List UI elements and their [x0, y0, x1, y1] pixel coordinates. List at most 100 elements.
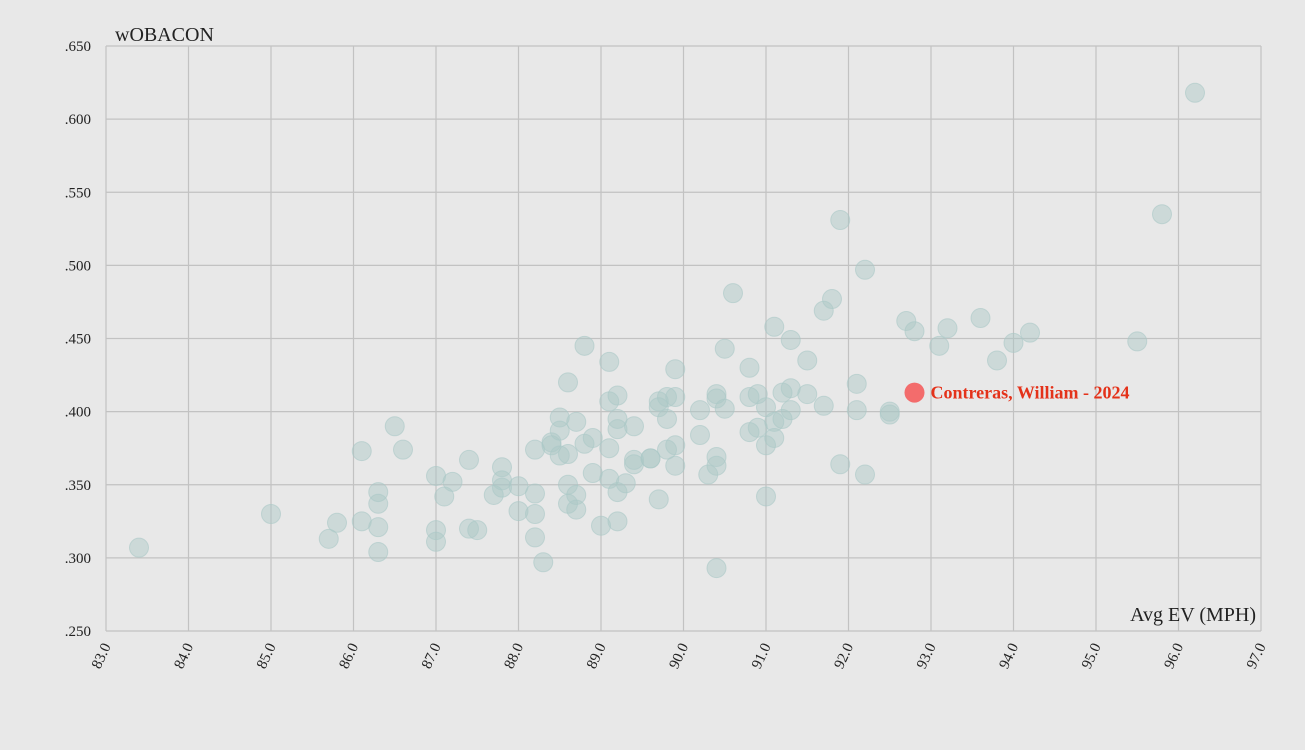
data-point[interactable] — [987, 350, 1007, 371]
data-point[interactable] — [525, 439, 545, 460]
data-point[interactable] — [846, 400, 867, 421]
data-point[interactable] — [261, 504, 281, 524]
data-point[interactable] — [665, 359, 686, 380]
data-point[interactable] — [855, 259, 875, 280]
data-point[interactable] — [607, 408, 628, 429]
data-point[interactable] — [591, 515, 611, 536]
data-point[interactable] — [566, 484, 587, 505]
data-point[interactable] — [690, 400, 710, 421]
data-point[interactable] — [698, 464, 719, 485]
data-point[interactable] — [525, 483, 545, 504]
data-point[interactable] — [384, 416, 405, 437]
data-point[interactable] — [665, 455, 686, 476]
data-point[interactable] — [1185, 82, 1205, 103]
data-point[interactable] — [327, 512, 347, 533]
data-point[interactable] — [739, 357, 760, 378]
data-point[interactable] — [558, 493, 578, 514]
data-point[interactable] — [797, 384, 818, 405]
data-point[interactable] — [351, 441, 372, 462]
data-point[interactable] — [368, 542, 389, 563]
data-point[interactable] — [813, 300, 834, 321]
data-point[interactable] — [459, 449, 479, 470]
data-point[interactable] — [442, 471, 463, 492]
data-point[interactable] — [558, 444, 578, 465]
data-point[interactable] — [1127, 331, 1148, 352]
data-point[interactable] — [558, 372, 578, 393]
data-point[interactable] — [648, 397, 669, 418]
data-point[interactable] — [830, 454, 851, 475]
data-point[interactable] — [368, 493, 389, 514]
data-point[interactable] — [368, 517, 389, 538]
data-point[interactable] — [492, 477, 512, 498]
data-point[interactable] — [599, 351, 620, 372]
data-point[interactable] — [1003, 332, 1024, 353]
data-point[interactable] — [1152, 204, 1172, 225]
data-point[interactable] — [904, 321, 925, 342]
data-point[interactable] — [756, 486, 776, 507]
data-point[interactable] — [714, 338, 735, 359]
data-point[interactable] — [459, 518, 479, 539]
data-point[interactable] — [607, 385, 628, 406]
data-point[interactable] — [855, 464, 875, 485]
data-point[interactable] — [723, 283, 743, 304]
data-point[interactable] — [648, 489, 669, 510]
data-point[interactable] — [566, 411, 587, 432]
data-point[interactable] — [879, 404, 900, 425]
data-point[interactable] — [393, 439, 413, 460]
data-point[interactable] — [566, 499, 587, 520]
data-point[interactable] — [764, 427, 785, 448]
data-point[interactable] — [937, 318, 958, 339]
data-point[interactable] — [582, 427, 603, 448]
data-point[interactable] — [822, 289, 842, 310]
data-point[interactable] — [318, 528, 339, 549]
data-point[interactable] — [797, 350, 818, 371]
data-point[interactable] — [830, 210, 851, 231]
data-point[interactable] — [129, 537, 149, 558]
data-point[interactable] — [780, 329, 801, 350]
data-point[interactable] — [780, 400, 801, 421]
data-point[interactable] — [599, 438, 620, 459]
data-point[interactable] — [599, 391, 620, 412]
data-point[interactable] — [640, 448, 661, 469]
data-point[interactable] — [657, 387, 677, 407]
data-point[interactable] — [657, 408, 677, 429]
data-point[interactable] — [665, 387, 686, 407]
data-point[interactable] — [846, 373, 867, 394]
data-point[interactable] — [549, 420, 570, 441]
data-point[interactable] — [508, 501, 529, 522]
data-point[interactable] — [772, 408, 793, 429]
data-point[interactable] — [467, 520, 488, 541]
data-point[interactable] — [706, 388, 727, 409]
data-point[interactable] — [533, 552, 554, 573]
data-point[interactable] — [368, 482, 389, 503]
data-point[interactable] — [607, 511, 628, 532]
data-point[interactable] — [764, 411, 785, 432]
data-point[interactable] — [426, 531, 446, 552]
data-point[interactable] — [970, 308, 991, 329]
data-point[interactable] — [739, 387, 760, 407]
data-point[interactable] — [615, 473, 636, 494]
data-point[interactable] — [525, 527, 545, 548]
data-point[interactable] — [549, 445, 570, 466]
data-point[interactable] — [706, 455, 727, 476]
data-point[interactable] — [624, 449, 644, 470]
data-point[interactable] — [706, 446, 727, 467]
data-point[interactable] — [574, 335, 595, 356]
data-point[interactable] — [706, 558, 727, 579]
data-point[interactable] — [756, 435, 776, 456]
data-point[interactable] — [525, 504, 545, 524]
data-point[interactable] — [714, 398, 735, 419]
data-point[interactable] — [764, 316, 785, 337]
data-point[interactable] — [574, 433, 595, 454]
data-point[interactable] — [607, 482, 628, 503]
data-point[interactable] — [1020, 322, 1040, 343]
data-point[interactable] — [813, 395, 834, 416]
highlight-point[interactable] — [904, 382, 925, 403]
data-point[interactable] — [665, 435, 686, 456]
data-point[interactable] — [624, 416, 644, 437]
data-point[interactable] — [508, 476, 529, 497]
data-point[interactable] — [690, 425, 710, 446]
data-point[interactable] — [896, 310, 917, 331]
data-point[interactable] — [929, 335, 950, 356]
data-point[interactable] — [426, 520, 446, 541]
